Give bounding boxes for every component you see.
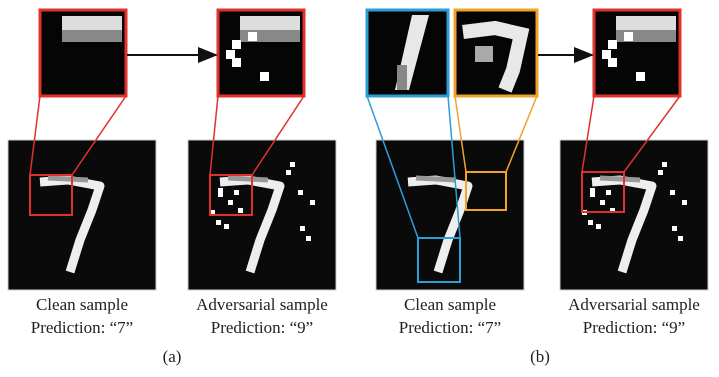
prediction: Prediction: “7” xyxy=(399,318,501,337)
perturbation-pixel xyxy=(606,190,611,195)
perturbation-pixel xyxy=(218,188,223,193)
prediction: Prediction: “9” xyxy=(211,318,313,337)
zoom-pixels xyxy=(232,58,241,67)
perturbation-pixel xyxy=(596,224,601,229)
zoom-pixels xyxy=(240,16,300,30)
digit-stroke xyxy=(416,178,456,180)
zoom-pixels xyxy=(636,72,645,81)
zoom-pixels xyxy=(608,58,617,67)
zoom-pixels xyxy=(608,40,617,49)
zoom-pixels xyxy=(624,32,633,41)
caption: Clean sample xyxy=(36,295,128,314)
perturbation-pixel xyxy=(224,224,229,229)
prediction: Prediction: “7” xyxy=(31,318,133,337)
perturbation-pixel xyxy=(658,170,663,175)
digit-stroke xyxy=(228,178,268,180)
perturbation-pixel xyxy=(228,200,233,205)
perturbation-pixel xyxy=(672,226,677,231)
caption: Adversarial sample xyxy=(568,295,700,314)
digit-stroke xyxy=(48,178,88,180)
perturbation-pixel xyxy=(310,200,315,205)
perturbation-pixel xyxy=(234,190,239,195)
zoom-pixels xyxy=(226,50,235,59)
figure-art xyxy=(8,10,708,290)
perturbation-pixel xyxy=(306,236,311,241)
panel-label: (a) xyxy=(163,347,182,366)
zoom-pixels xyxy=(260,72,269,81)
perturbation-pixel xyxy=(662,162,667,167)
perturbation-pixel xyxy=(298,190,303,195)
perturbation-pixel xyxy=(286,170,291,175)
perturbation-pixel xyxy=(600,200,605,205)
perturbation-pixel xyxy=(670,190,675,195)
perturbation-pixel xyxy=(588,220,593,225)
perturbation-pixel xyxy=(300,226,305,231)
digit-stroke xyxy=(600,178,640,180)
mnist-image xyxy=(376,140,524,290)
figure: Clean sample Prediction: “7” Adversarial… xyxy=(0,0,719,372)
zoom-pixels xyxy=(232,40,241,49)
perturbation-pixel xyxy=(682,200,687,205)
caption: Clean sample xyxy=(404,295,496,314)
zoom-pixels xyxy=(616,16,676,30)
zoom-pixels xyxy=(62,30,122,42)
perturbation-pixel xyxy=(238,208,243,213)
zoom-pixels xyxy=(397,65,407,90)
zoom-pixels xyxy=(248,32,257,41)
zoom-pixels xyxy=(475,46,493,62)
perturbation-pixel xyxy=(590,188,595,193)
caption: Adversarial sample xyxy=(196,295,328,314)
prediction: Prediction: “9” xyxy=(583,318,685,337)
perturbation-pixel xyxy=(290,162,295,167)
panel-label: (b) xyxy=(530,347,550,366)
zoom-pixels xyxy=(62,16,122,30)
perturbation-pixel xyxy=(216,220,221,225)
zoom-pixels xyxy=(602,50,611,59)
perturbation-pixel xyxy=(678,236,683,241)
